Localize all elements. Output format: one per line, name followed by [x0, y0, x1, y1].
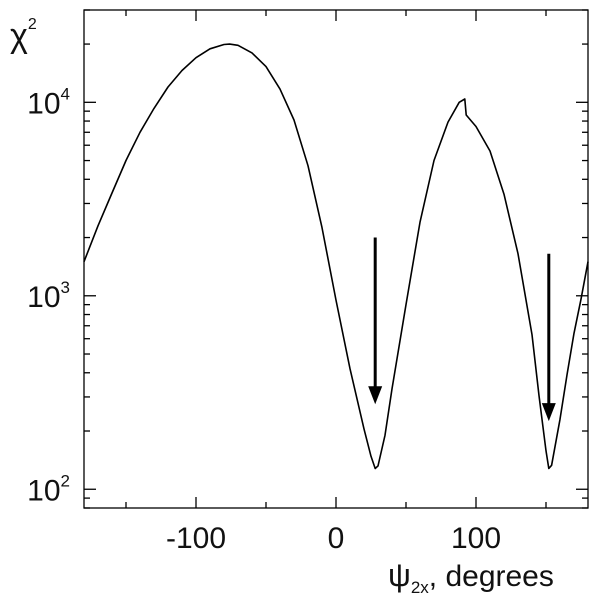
- y-axis-title-base: χ: [10, 17, 28, 55]
- y-axis-title-sup: 2: [28, 16, 37, 33]
- y-axis-title: χ2: [10, 16, 37, 55]
- y-tick-label: 104: [27, 84, 70, 120]
- minimum-arrow-head: [368, 386, 383, 405]
- y-tick-label: 102: [27, 471, 70, 507]
- minimum-arrow-head: [541, 403, 556, 422]
- y-tick-label-base: 10: [27, 281, 60, 314]
- x-axis-title: ψ2x, degrees: [388, 557, 554, 597]
- x-axis-title-main: ψ: [388, 557, 411, 593]
- y-tick-label-exponent: 3: [61, 278, 70, 297]
- y-tick-label-exponent: 2: [61, 471, 70, 490]
- chi-squared-curve: [83, 43, 589, 470]
- x-tick-label: 0: [328, 522, 345, 555]
- y-tick-label-base: 10: [27, 87, 60, 120]
- y-tick-label-exponent: 4: [61, 84, 70, 103]
- x-axis-title-sub: 2x: [411, 578, 429, 597]
- y-tick-label: 103: [27, 278, 70, 314]
- x-tick-label: -100: [166, 522, 226, 555]
- x-axis-title-rest: , degrees: [429, 560, 554, 593]
- x-tick-label: 100: [451, 522, 501, 555]
- plot-frame: [83, 9, 589, 509]
- y-tick-label-base: 10: [27, 474, 60, 507]
